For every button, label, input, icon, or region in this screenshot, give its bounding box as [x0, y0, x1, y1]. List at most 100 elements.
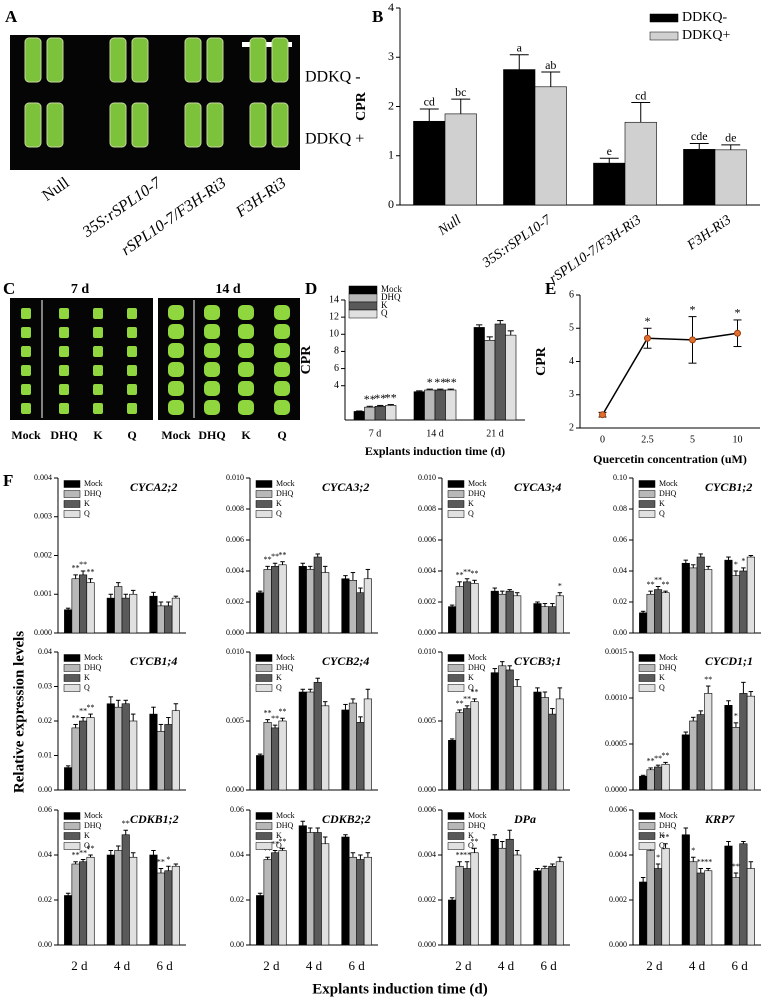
legend-swatch [63, 832, 81, 840]
legend-swatch [638, 500, 656, 508]
bar [278, 564, 287, 634]
bar [689, 720, 698, 791]
significance-label: * [741, 557, 745, 566]
explant [127, 384, 137, 395]
explant [59, 384, 69, 395]
bar [79, 574, 88, 634]
significance-label: ** [704, 675, 712, 684]
y-tick-label: 0.010 [418, 473, 436, 482]
bar [739, 570, 748, 634]
significance-label: ** [704, 857, 712, 866]
y-tick-label: 0.008 [418, 504, 436, 513]
bar [263, 569, 272, 634]
significance-label: ** [456, 851, 464, 860]
legend-label: DHQ [659, 821, 677, 830]
photo-title: 14 d [215, 282, 241, 297]
y-tick-label: 0.000 [418, 785, 436, 794]
significance-label: e [607, 144, 612, 158]
legend-swatch [63, 812, 81, 820]
scale-bar [242, 42, 292, 47]
y-tick-label: 0.00 [38, 940, 52, 949]
bar [356, 722, 365, 791]
x-tick-label: 6 d [349, 958, 366, 973]
explant [168, 400, 184, 415]
x-tick-label: 4 d [306, 958, 323, 973]
panel-label: F [3, 471, 13, 490]
bar [114, 586, 123, 634]
significance-label: ** [122, 819, 130, 828]
subplot-title: CYCD1;1 [705, 654, 753, 668]
bar [171, 710, 180, 791]
x-axis-label: Explants induction time (d) [365, 444, 505, 458]
bar [129, 856, 138, 946]
x-tick-label: 21 d [486, 428, 504, 439]
legend-label: K [659, 499, 665, 508]
x-tick-label: 2 d [71, 958, 88, 973]
legend-swatch [447, 674, 465, 682]
legend-swatch [63, 654, 81, 662]
x-tick-label: Null [435, 213, 464, 240]
bar [79, 720, 88, 791]
legend-label: Mock [659, 653, 678, 662]
significance-label: ** [471, 837, 479, 846]
significance-label: * [735, 306, 741, 320]
bar [704, 569, 713, 634]
y-tick-label: 0.04 [230, 850, 244, 859]
legend-swatch [447, 490, 465, 498]
legend-label: Mock [381, 284, 402, 294]
legend-swatch [638, 490, 656, 498]
row-label: DDKQ - [305, 69, 361, 86]
explant [238, 400, 254, 415]
legend-swatch [447, 654, 465, 662]
significance-label: ** [434, 375, 446, 389]
bar [413, 391, 425, 421]
legend-swatch [348, 293, 378, 303]
bar [683, 149, 716, 206]
explant [93, 403, 103, 414]
y-tick-label: 0.006 [609, 805, 627, 814]
y-tick-label: 0.006 [226, 535, 244, 544]
bar [714, 149, 747, 206]
column-label: Q [127, 428, 136, 442]
significance-label: ** [463, 568, 471, 577]
explant [93, 308, 103, 319]
explant [271, 37, 289, 83]
explant [24, 102, 42, 148]
bar [470, 852, 479, 946]
significance-label: de [725, 131, 736, 145]
explant [238, 362, 254, 377]
bar [64, 767, 73, 791]
bar [149, 713, 158, 791]
bar [503, 69, 536, 206]
column-label: Mock [161, 428, 191, 442]
significance-label: ** [264, 846, 272, 855]
bar [555, 595, 564, 634]
bar [646, 850, 655, 946]
bar [106, 854, 115, 946]
x-axis-label: Explants induction time (d) [312, 981, 487, 997]
legend-swatch [447, 684, 465, 692]
explant [109, 37, 127, 83]
bar [646, 593, 655, 634]
x-tick-label: F3H-Ri3 [684, 213, 734, 254]
legend-label: K [276, 499, 282, 508]
legend-swatch [255, 822, 273, 830]
legend-swatch [638, 812, 656, 820]
bar [79, 861, 88, 946]
significance-label: ** [264, 708, 272, 717]
bar [593, 162, 626, 206]
bar [364, 406, 376, 421]
bar [64, 609, 73, 634]
bar [306, 832, 315, 946]
bar [463, 708, 472, 791]
bar [681, 734, 690, 791]
y-tick-label: 0.002 [418, 895, 436, 904]
legend-swatch [255, 500, 273, 508]
explant [206, 37, 224, 83]
explant [127, 308, 137, 319]
y-tick-label: 0.002 [609, 895, 627, 904]
bar [681, 562, 690, 634]
significance-label: ** [264, 555, 272, 564]
significance-label: ** [445, 375, 457, 389]
